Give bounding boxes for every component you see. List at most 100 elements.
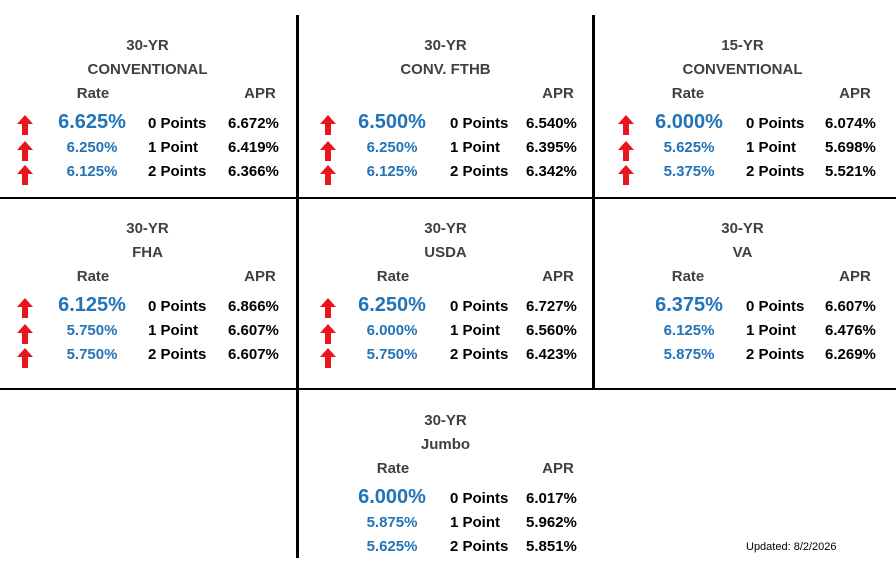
points-label: 0 Points <box>450 298 509 315</box>
points-label: 2 Points <box>148 163 207 180</box>
rate-value: 6.500% <box>358 111 426 133</box>
up-arrow-icon <box>618 165 634 185</box>
rate-row: 6.000% 0 Points 6.074% <box>595 111 890 137</box>
points-label: 2 Points <box>746 163 805 180</box>
apr-value: 5.698% <box>825 139 876 156</box>
rate-value: 5.750% <box>66 346 118 363</box>
rate-value: 5.750% <box>366 346 418 363</box>
apr-value: 5.521% <box>825 163 876 180</box>
loan-term: 30-YR <box>126 37 169 54</box>
rate-row: 6.250% 0 Points 6.727% <box>298 294 593 320</box>
loan-term: 15-YR <box>721 37 764 54</box>
rate-cell-30yr-fha: 30-YR FHA Rate APR 6.125% 0 Points 6.866… <box>0 200 295 380</box>
loan-term: 30-YR <box>424 220 467 237</box>
up-arrow-icon <box>17 165 33 185</box>
points-label: 2 Points <box>746 346 805 363</box>
rate-cell-15yr-conventional: 15-YR CONVENTIONAL Rate APR 6.000% 0 Poi… <box>595 17 890 197</box>
apr-header: APR <box>839 268 871 285</box>
points-label: 2 Points <box>450 346 509 363</box>
points-label: 2 Points <box>450 163 509 180</box>
rate-row: 6.000% 1 Point 6.560% <box>298 322 593 346</box>
points-label: 1 Point <box>746 322 797 339</box>
rate-header: Rate <box>376 268 410 285</box>
rate-value: 6.375% <box>655 294 723 316</box>
rate-value: 6.250% <box>358 294 426 316</box>
apr-value: 6.476% <box>825 322 876 339</box>
rate-header: Rate <box>76 268 110 285</box>
apr-value: 6.366% <box>228 163 279 180</box>
rate-row: 6.500% 0 Points 6.540% <box>298 111 593 137</box>
rate-header: Rate <box>671 85 705 102</box>
loan-type: CONVENTIONAL <box>87 61 208 78</box>
apr-value: 6.540% <box>526 115 577 132</box>
apr-header: APR <box>244 268 276 285</box>
rate-cell-30yr-jumbo: 30-YR Jumbo Rate APR 6.000% 0 Points 6.0… <box>298 392 593 572</box>
up-arrow-icon <box>618 141 634 161</box>
apr-value: 5.851% <box>526 538 577 555</box>
rate-row: 5.750% 1 Point 6.607% <box>0 322 295 346</box>
loan-type: Jumbo <box>420 436 471 453</box>
apr-value: 6.727% <box>526 298 577 315</box>
points-label: 0 Points <box>148 115 207 132</box>
points-label: 1 Point <box>450 514 501 531</box>
rate-row: 5.875% 1 Point 5.962% <box>298 514 593 538</box>
apr-value: 6.560% <box>526 322 577 339</box>
rate-row: 5.750% 2 Points 6.607% <box>0 346 295 370</box>
apr-value: 6.866% <box>228 298 279 315</box>
points-label: 1 Point <box>746 139 797 156</box>
apr-value: 6.017% <box>526 490 577 507</box>
rate-value: 6.125% <box>66 163 118 180</box>
rate-value: 6.125% <box>366 163 418 180</box>
rate-row: 5.875% 2 Points 6.269% <box>595 346 890 370</box>
up-arrow-icon <box>17 141 33 161</box>
apr-value: 6.607% <box>825 298 876 315</box>
rate-header: Rate <box>76 85 110 102</box>
rate-row: 5.625% 2 Points 5.851% <box>298 538 593 562</box>
rate-value: 5.375% <box>663 163 715 180</box>
apr-value: 6.269% <box>825 346 876 363</box>
up-arrow-icon <box>320 324 336 344</box>
points-label: 0 Points <box>746 298 805 315</box>
rate-value: 5.625% <box>366 538 418 555</box>
rate-cell-30yr-conventional: 30-YR CONVENTIONAL Rate APR 6.625% 0 Poi… <box>0 17 295 197</box>
grid-divider-horizontal <box>0 197 896 199</box>
loan-term: 30-YR <box>721 220 764 237</box>
up-arrow-icon <box>320 141 336 161</box>
rate-row: 5.750% 2 Points 6.423% <box>298 346 593 370</box>
rate-row: 6.250% 1 Point 6.395% <box>298 139 593 163</box>
loan-type: CONV. FTHB <box>400 61 491 78</box>
apr-value: 6.607% <box>228 322 279 339</box>
rate-row: 5.375% 2 Points 5.521% <box>595 163 890 187</box>
loan-type: FHA <box>132 244 163 261</box>
rate-value: 6.125% <box>663 322 715 339</box>
loan-type: CONVENTIONAL <box>682 61 803 78</box>
apr-value: 6.607% <box>228 346 279 363</box>
rate-value: 5.875% <box>366 514 418 531</box>
rate-row: 6.125% 2 Points 6.342% <box>298 163 593 187</box>
up-arrow-icon <box>17 115 33 135</box>
rate-value: 5.625% <box>663 139 715 156</box>
loan-term: 30-YR <box>126 220 169 237</box>
apr-value: 5.962% <box>526 514 577 531</box>
grid-divider-vertical <box>592 15 595 390</box>
apr-header: APR <box>542 460 574 477</box>
rate-value: 5.875% <box>663 346 715 363</box>
rate-value: 6.000% <box>655 111 723 133</box>
rate-value: 6.250% <box>366 139 418 156</box>
rate-cell-30yr-usda: 30-YR USDA Rate APR 6.250% 0 Points 6.72… <box>298 200 593 380</box>
points-label: 1 Point <box>450 139 501 156</box>
apr-value: 6.342% <box>526 163 577 180</box>
rate-cell-30yr-va: 30-YR VA Rate APR 6.375% 0 Points 6.607%… <box>595 200 890 380</box>
points-label: 2 Points <box>148 346 207 363</box>
grid-divider-horizontal <box>0 388 896 390</box>
up-arrow-icon <box>320 165 336 185</box>
rate-value: 6.625% <box>58 111 126 133</box>
loan-term: 30-YR <box>424 37 467 54</box>
rate-value: 6.250% <box>66 139 118 156</box>
grid-divider-vertical <box>296 15 299 558</box>
up-arrow-icon <box>17 298 33 318</box>
apr-value: 6.419% <box>228 139 279 156</box>
rate-row: 6.250% 1 Point 6.419% <box>0 139 295 163</box>
rate-row: 6.625% 0 Points 6.672% <box>0 111 295 137</box>
rate-row: 6.125% 1 Point 6.476% <box>595 322 890 346</box>
